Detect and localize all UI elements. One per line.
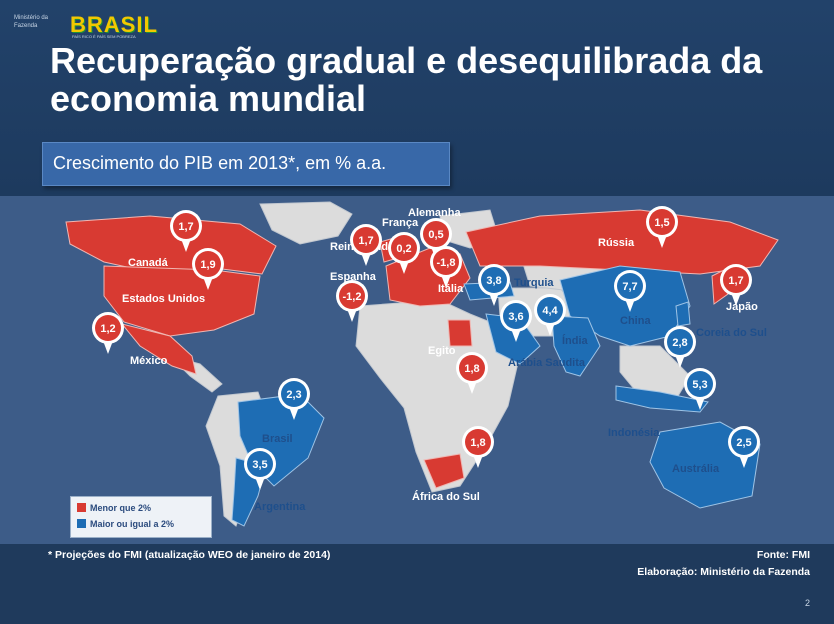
value-label-india: 4,4 [542,305,558,317]
page-title: Recuperação gradual e desequilibrada da … [50,40,763,119]
country-label-coreia-do-sul: Coreia do Sul [696,327,767,339]
country-label-japao: Japão [726,301,758,313]
country-label-espanha: Espanha [330,271,377,283]
country-label-india: Índia [562,334,589,347]
value-pin-turquia: 3,8 [478,264,510,306]
country-label-mexico: México [130,355,168,367]
country-label-turquia: Turquia [514,277,554,289]
source: Fonte: FMI [756,549,810,561]
legend-swatch-above [77,519,86,528]
header: Ministério da Fazenda BRASIL PAÍS RICO É… [0,0,834,196]
ministry-name: Ministério da Fazenda [14,15,49,29]
credit: Elaboração: Ministério da Fazenda [637,566,810,578]
value-label-australia: 2,5 [736,437,751,449]
legend-item-below: Menor que 2% [77,503,151,513]
russia-shape [465,209,779,275]
country-label-africa-do-sul: África do Sul [412,490,480,503]
country-label-china: China [620,315,651,327]
country-label-alemanha: Alemanha [408,207,461,219]
korea-shape [675,301,691,327]
value-label-arabia-saudita: 3,6 [508,311,523,323]
legend: Menor que 2% Maior ou igual a 2% [70,496,212,538]
value-pins: 1,7 1,9 1,2 1,7 0,2 0,5 -1,2 -1,8 1,5 1,7 1,8 1,8 3,… [92,206,760,490]
egypt-shape [447,319,473,347]
countries-above-2 [231,265,761,527]
value-pin-argentina: 3,5 [244,448,276,490]
page-number: 2 [804,598,810,608]
south-africa-shape [423,453,465,489]
value-pin-indonesia: 5,3 [684,368,716,410]
value-pin-espanha: -1,2 [336,280,368,322]
value-label-indonesia: 5,3 [692,379,707,391]
value-label-canada: 1,7 [178,221,193,233]
value-label-mexico: 1,2 [100,323,115,335]
logo-tagline: PAÍS RICO É PAÍS SEM POBREZA [72,34,136,39]
brasil-logo: BRASIL [70,12,158,37]
subtitle: Crescimento do PIB em 2013*, em % a.a. [53,153,387,173]
country-label-egito: Egito [428,345,456,357]
country-label-brasil: Brasil [262,433,293,445]
value-pin-canada: 1,7 [170,210,202,252]
footer: * Projeções do FMI (atualização WEO de j… [0,544,834,624]
value-label-reino-unido: 1,7 [358,235,373,247]
country-label-italia: Itália [438,283,464,295]
value-label-china: 7,7 [622,281,637,293]
legend-label-above: Maior ou igual a 2% [90,519,175,529]
value-pin-australia: 2,5 [728,426,760,468]
value-label-estados-unidos: 1,9 [200,259,215,271]
mexico-shape [120,323,197,375]
value-label-argentina: 3,5 [252,459,267,471]
value-label-russia: 1,5 [654,217,669,229]
usa-shape [103,265,261,337]
legend-item-above: Maior ou igual a 2% [77,519,174,529]
value-pin-brasil: 2,3 [278,378,310,420]
value-pin-africa-do-sul: 1,8 [462,426,494,468]
subtitle-box: Crescimento do PIB em 2013*, em % a.a. [42,142,450,186]
legend-label-below: Menor que 2% [90,503,152,513]
country-label-australia: Austrália [672,463,720,475]
value-pin-russia: 1,5 [646,206,678,248]
country-label-canada: Canadá [128,257,169,269]
value-label-brasil: 2,3 [286,389,301,401]
value-pin-franca: 0,2 [388,232,420,274]
value-pin-india: 4,4 [534,294,566,336]
value-label-egito: 1,8 [464,363,479,375]
indonesia-shape [615,385,709,413]
value-label-africa-do-sul: 1,8 [470,437,485,449]
value-pin-arabia-saudita: 3,6 [500,300,532,342]
country-label-franca: França [382,217,419,229]
country-label-russia: Rússia [598,237,635,249]
country-label-arabia-saudita: Arábia Saudita [508,357,586,369]
value-pin-reino-unido: 1,7 [350,224,382,266]
value-label-espanha: -1,2 [343,291,362,303]
value-pin-egito: 1,8 [456,352,488,394]
value-pin-coreia-do-sul: 2,8 [664,326,696,368]
greenland [259,201,353,245]
value-pin-japao: 1,7 [720,264,752,306]
value-pin-mexico: 1,2 [92,312,124,354]
value-label-japao: 1,7 [728,275,743,287]
country-label-estados-unidos: Estados Unidos [122,293,205,305]
legend-swatch-below [77,503,86,512]
country-label-argentina: Argentina [254,501,306,513]
value-label-turquia: 3,8 [486,275,501,287]
value-pin-italia: -1,8 [430,246,462,288]
value-label-coreia-do-sul: 2,8 [672,337,687,349]
value-label-franca: 0,2 [396,243,411,255]
country-label-indonesia: Indonésia [608,427,660,439]
value-label-alemanha: 0,5 [428,229,443,241]
value-pin-estados-unidos: 1,9 [192,248,224,290]
value-label-italia: -1,8 [437,257,456,269]
value-pin-china: 7,7 [614,270,646,312]
india-shape [551,315,601,377]
footnote: * Projeções do FMI (atualização WEO de j… [48,549,331,561]
